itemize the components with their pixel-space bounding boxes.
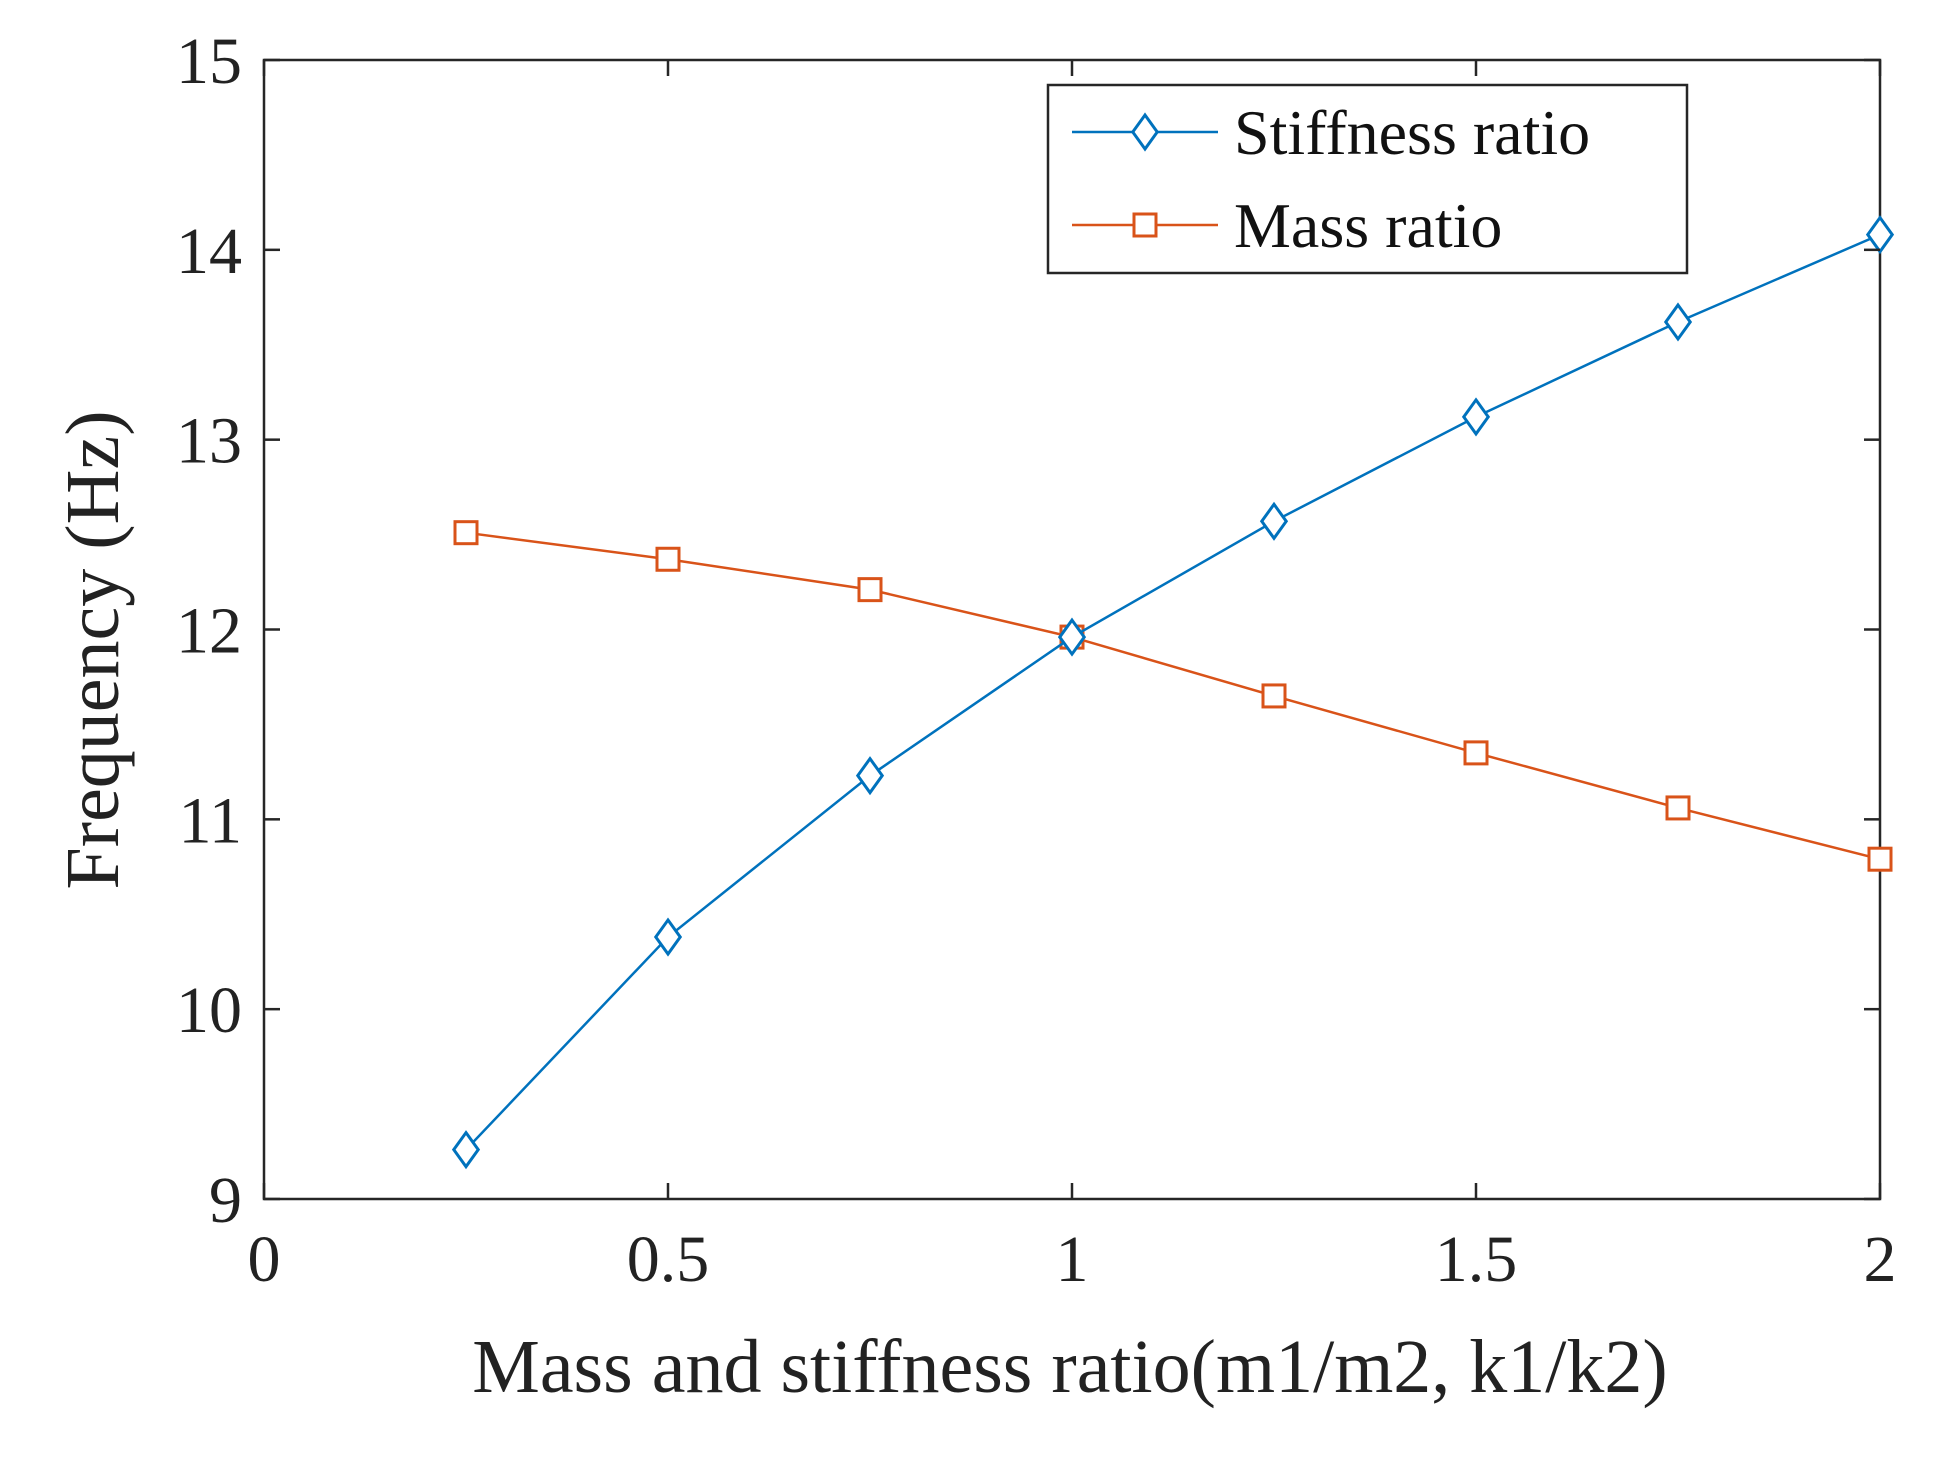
legend-square-marker bbox=[1132, 212, 1158, 238]
series-layer bbox=[451, 215, 1895, 1170]
x-axis-title: Mass and stiffness ratio(m1/m2, k1/k2) bbox=[472, 1325, 1667, 1409]
square-marker-point bbox=[655, 546, 681, 572]
x-tick-label: 1 bbox=[1056, 1223, 1089, 1296]
y-tick-label: 15 bbox=[176, 25, 242, 98]
legend-box bbox=[1046, 83, 1689, 275]
legend-label: Stiffness ratio bbox=[1234, 97, 1590, 168]
square-marker-point bbox=[1261, 683, 1287, 709]
square-marker-point bbox=[1463, 740, 1489, 766]
diamond-marker-point bbox=[653, 917, 683, 957]
legend: Stiffness ratio Mass ratio bbox=[1046, 83, 1689, 275]
y-tick-label: 12 bbox=[176, 595, 242, 668]
diamond-marker-point bbox=[1663, 302, 1693, 342]
x-tick-label: 2 bbox=[1864, 1223, 1897, 1296]
diamond-marker-point bbox=[1057, 617, 1087, 657]
legend-entry: Mass ratio bbox=[1072, 190, 1502, 261]
square-marker-point bbox=[453, 520, 479, 546]
series-line bbox=[465, 531, 1881, 861]
diamond-marker-point bbox=[451, 1130, 481, 1170]
series-line bbox=[465, 233, 1881, 1151]
y-tick-label: 9 bbox=[209, 1164, 242, 1237]
y-axis-title: Frequency (Hz) bbox=[51, 410, 135, 889]
y-tick-label: 11 bbox=[178, 784, 242, 857]
x-tick-label: 0.5 bbox=[627, 1223, 710, 1296]
y-tick-label: 14 bbox=[176, 215, 242, 288]
square-marker-point bbox=[1867, 846, 1893, 872]
diamond-marker-point bbox=[1259, 501, 1289, 541]
x-tick-label: 0 bbox=[248, 1223, 281, 1296]
y-tick-label: 13 bbox=[176, 405, 242, 478]
series-stiffness-ratio bbox=[451, 215, 1895, 1170]
legend-entry: Stiffness ratio bbox=[1072, 97, 1590, 168]
y-tick-label: 10 bbox=[176, 974, 242, 1047]
diamond-marker-point bbox=[855, 756, 885, 796]
diamond-marker-point bbox=[1865, 215, 1895, 255]
x-tick-label: 1.5 bbox=[1435, 1223, 1518, 1296]
square-marker-point bbox=[857, 577, 883, 603]
diamond-marker-point bbox=[1461, 397, 1491, 437]
square-marker-point bbox=[1665, 795, 1691, 821]
legend-diamond-marker bbox=[1130, 112, 1160, 152]
legend-label: Mass ratio bbox=[1234, 190, 1502, 261]
ticks-layer: 0 0.5 1 1.5 2 9 10 11 12 13 14 15 bbox=[176, 25, 1897, 1296]
